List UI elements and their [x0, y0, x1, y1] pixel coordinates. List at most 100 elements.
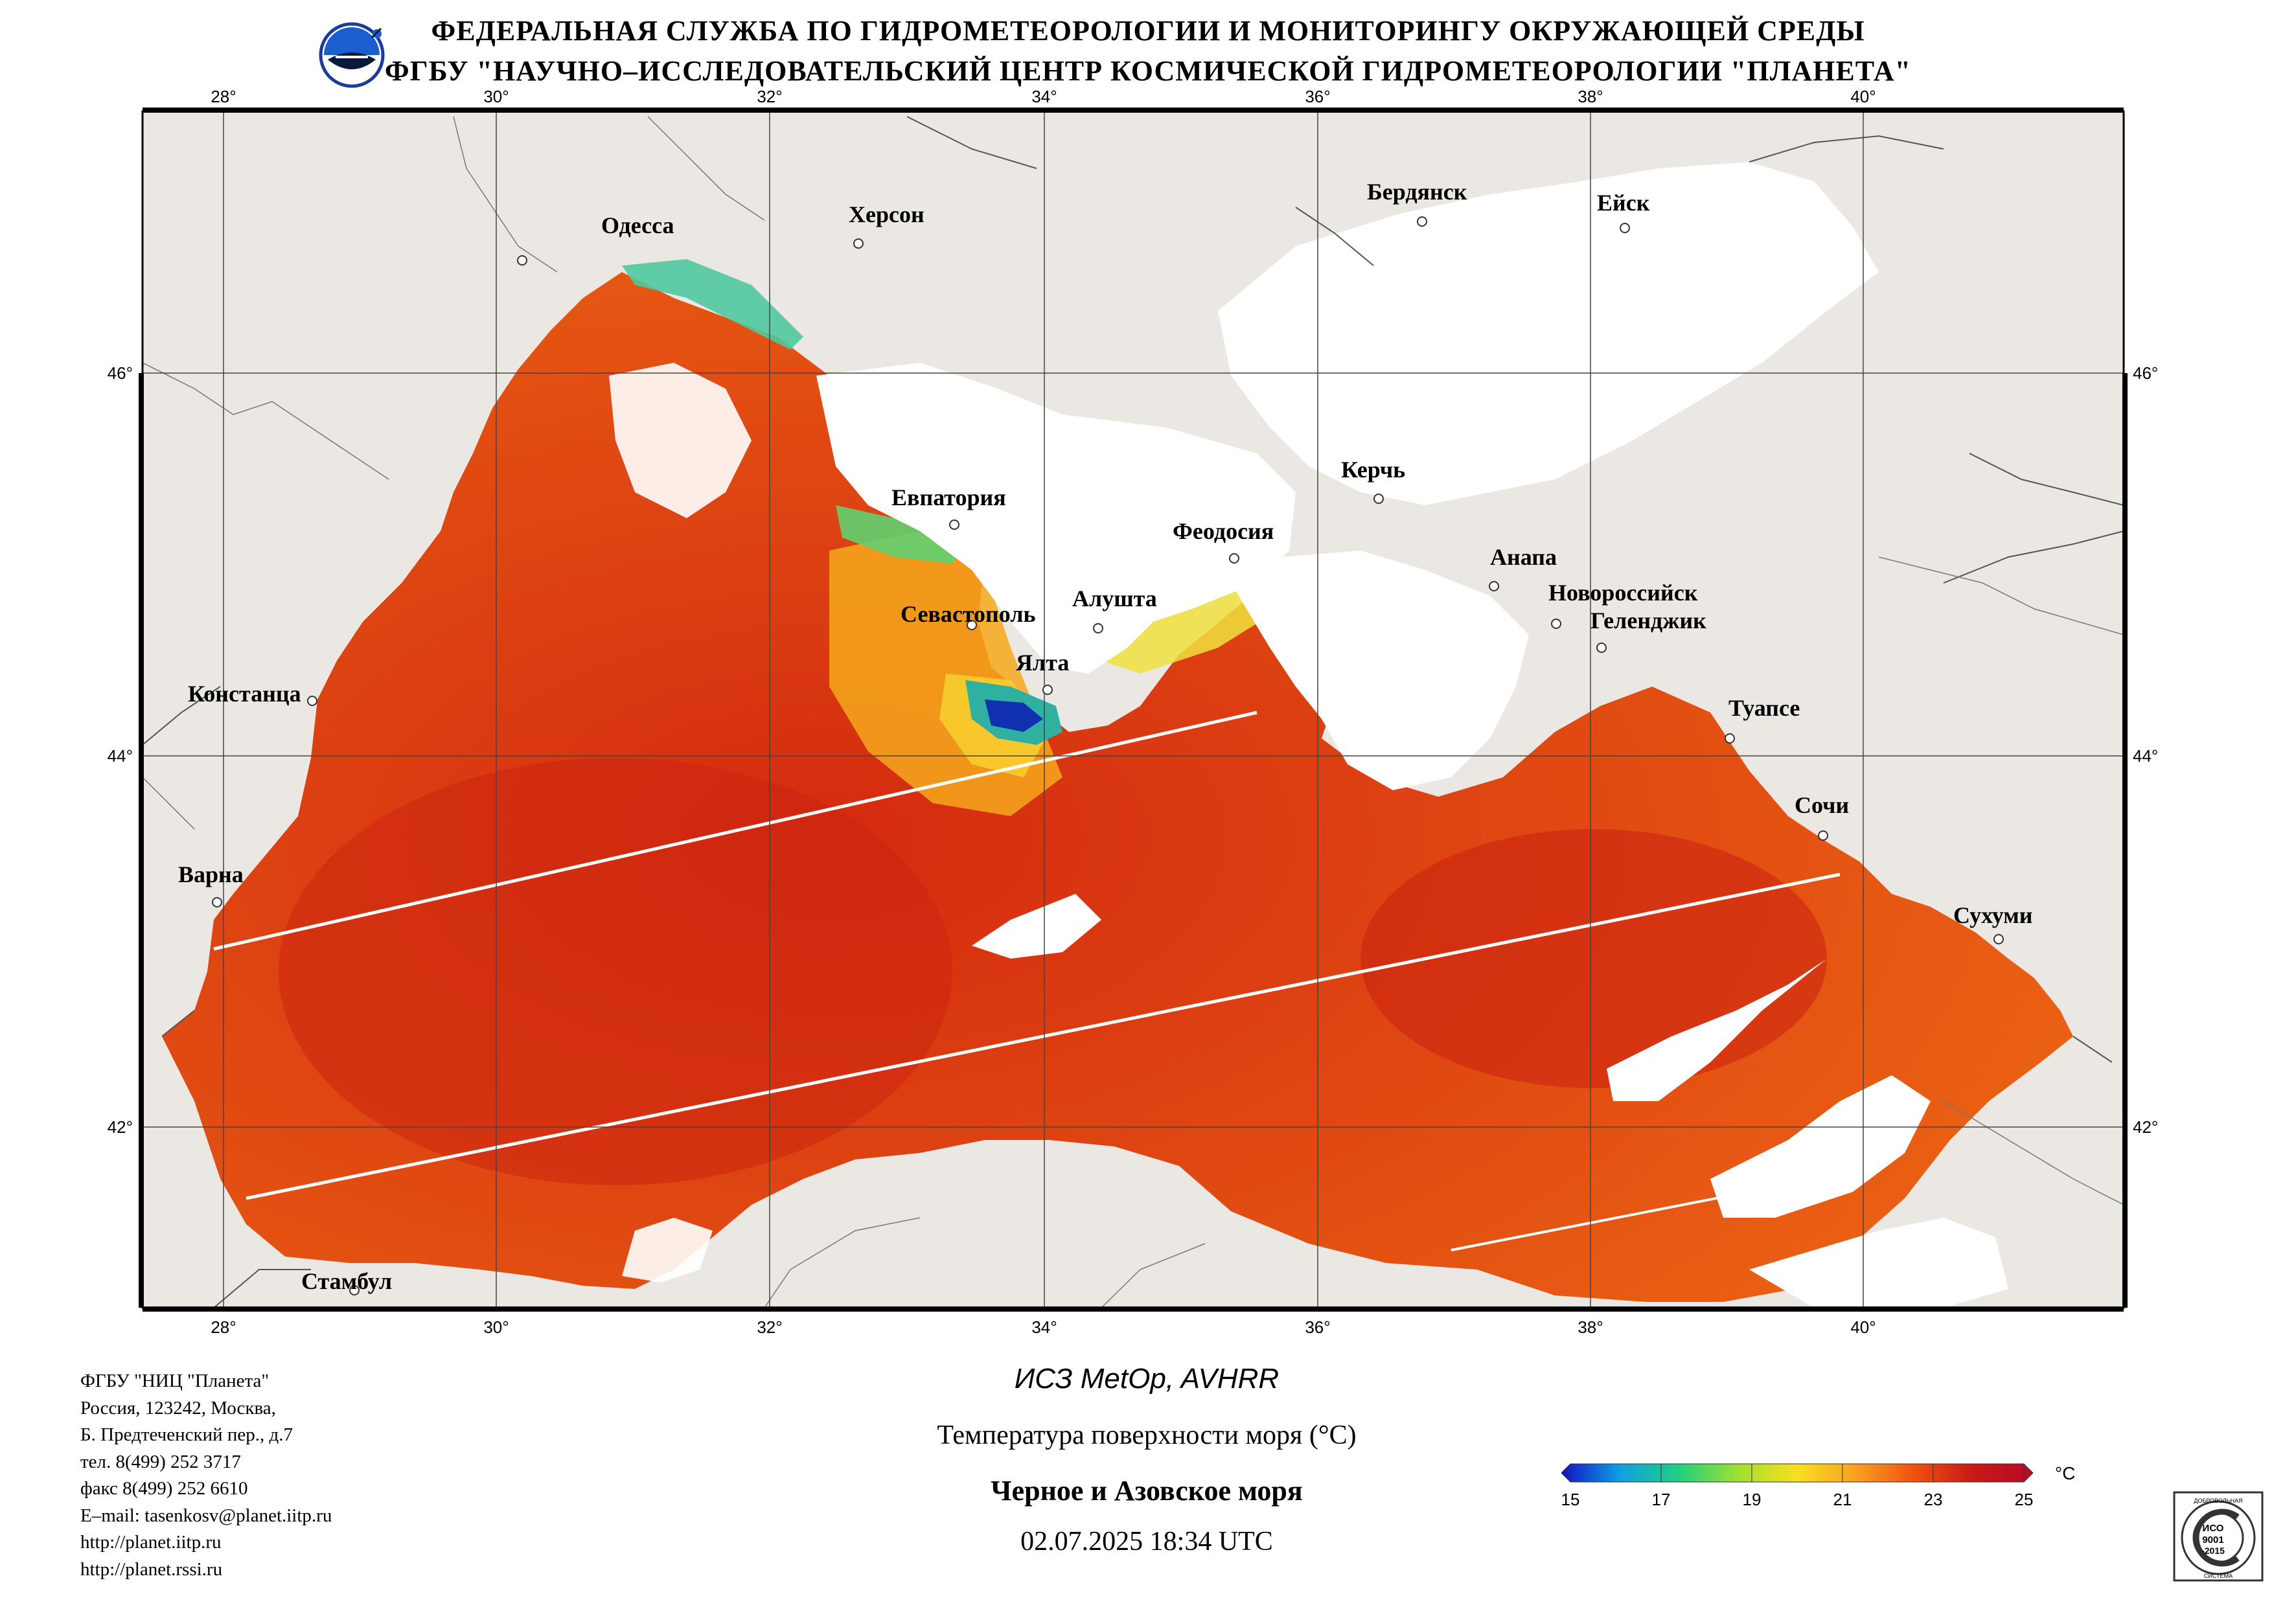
- city-marker: [307, 696, 317, 706]
- lon-label-bottom: 38°: [1578, 1317, 1603, 1337]
- lon-label-top: 38°: [1578, 87, 1603, 106]
- city-label: Ялта: [1016, 650, 1069, 676]
- map-frame-thick-left: [139, 373, 144, 1308]
- lon-label-top: 36°: [1305, 87, 1330, 106]
- cloud-central: [972, 894, 1101, 959]
- city-label: Анапа: [1490, 544, 1557, 570]
- swath-line-2: [246, 872, 1841, 1200]
- swath-line-1: [213, 711, 1257, 951]
- cloud-crimea: [816, 363, 1296, 674]
- city-marker: [1551, 619, 1561, 629]
- azov-cloud-mask: [1218, 162, 1879, 505]
- colorbar-unit: °C: [2055, 1463, 2075, 1483]
- colorbar-tick-label: 21: [1833, 1490, 1852, 1509]
- lat-label-left: 44°: [108, 746, 133, 766]
- city-marker: [1620, 223, 1630, 233]
- city-marker: [949, 519, 959, 530]
- datetime-caption: 02.07.2025 18:34 UTC: [1020, 1527, 1273, 1556]
- graticule: [143, 111, 2124, 1308]
- org-line: тел. 8(499) 252 3717: [80, 1451, 241, 1472]
- city-label: Севастополь: [901, 601, 1036, 627]
- cloud-south-turkey: [622, 1218, 713, 1282]
- city-label: Феодосия: [1173, 518, 1274, 544]
- city-marker: [1993, 934, 2004, 944]
- header-title-line1: ФЕДЕРАЛЬНАЯ СЛУЖБА ПО ГИДРОМЕТЕОРОЛОГИИ …: [431, 15, 1865, 47]
- colorbar-tick-label: 25: [2015, 1490, 2034, 1509]
- city-marker: [1596, 643, 1607, 653]
- city-marker: [517, 255, 527, 266]
- border-lines: [143, 116, 2124, 1308]
- city-marker: [1093, 623, 1103, 633]
- city-label: Стамбул: [301, 1268, 392, 1294]
- map-frame-thick-right: [2122, 373, 2128, 1308]
- coast-cool-south-crimea: [1101, 583, 1270, 674]
- city-label: Херсон: [849, 201, 924, 227]
- org-line: http://planet.rssi.ru: [80, 1558, 223, 1580]
- city-marker: [349, 1285, 360, 1295]
- satellite-caption: ИСЗ MetOp, AVHRR: [1014, 1363, 1280, 1395]
- city-marker: [1818, 830, 1828, 841]
- colorbar-tick-label: 23: [1924, 1490, 1943, 1509]
- city-label: Туапсе: [1728, 695, 1800, 721]
- org-line: E–mail: tasenkosv@planet.iitp.ru: [80, 1505, 332, 1526]
- org-line: Россия, 123242, Москва,: [80, 1397, 276, 1419]
- colorbar-tick-label: 19: [1743, 1490, 1762, 1509]
- planeta-logo-icon: [319, 22, 385, 88]
- org-line: Б. Предтеченский пер., д.7: [80, 1424, 293, 1445]
- org-line: http://planet.iitp.ru: [80, 1532, 222, 1553]
- city-label: Бердянск: [1367, 179, 1467, 205]
- cloud-east-1: [1607, 959, 1827, 1101]
- organization-contacts: ФГБУ "НИЦ "Планета" Россия, 123242, Москв…: [80, 1368, 332, 1583]
- cert-bottom-text: СИСТЕМА: [2204, 1573, 2233, 1579]
- temperature-colorbar: 15 17 19 21 23 25 °C: [1561, 1463, 2075, 1509]
- city-marker: [1725, 733, 1735, 744]
- city-label: Евпатория: [891, 484, 1006, 510]
- lon-label-bottom: 30°: [483, 1317, 509, 1337]
- city-label: Констанца: [188, 681, 301, 707]
- colorbar-body: [1561, 1463, 2034, 1483]
- cloud-nw-shelf: [609, 363, 752, 518]
- cloud-southeast: [1749, 1218, 2008, 1308]
- city-label: Новороссийск: [1548, 580, 1698, 606]
- warm-core: [279, 758, 952, 1185]
- city-label: Геленджик: [1590, 608, 1706, 633]
- lon-label-bottom: 34°: [1031, 1317, 1057, 1337]
- map-frame-thick-top: [143, 108, 2124, 113]
- iso-certificate-icon: ДОБРОВОЛЬНАЯ ИСО 9001 -2015 СИСТЕМА: [2173, 1491, 2264, 1582]
- region-caption: Черное и Азовское моря: [991, 1475, 1303, 1507]
- lat-label-left: 46°: [108, 363, 133, 383]
- lon-label-bottom: 28°: [211, 1317, 236, 1337]
- city-marker: [853, 238, 864, 249]
- map-frame-thick-bottom: [143, 1306, 2124, 1312]
- cloud-kerch: [1231, 551, 1529, 790]
- city-label: Алушта: [1072, 586, 1157, 611]
- lon-label-top: 40°: [1850, 87, 1876, 106]
- parameter-caption: Температура поверхности моря (°С): [937, 1420, 1357, 1450]
- org-line: ФГБУ "НИЦ "Планета": [80, 1371, 270, 1391]
- city-marker: [1229, 553, 1239, 564]
- upwelling-blue: [985, 700, 1043, 732]
- lon-label-bottom: 32°: [757, 1317, 782, 1337]
- city-marker: [212, 897, 222, 907]
- colorbar-tick-label: 15: [1561, 1490, 1579, 1509]
- lon-label-bottom: 40°: [1850, 1317, 1876, 1337]
- city-label: Сухуми: [1953, 902, 2033, 928]
- city-label: Ейск: [1597, 190, 1650, 216]
- city-marker: [1042, 685, 1053, 695]
- lat-label-right: 46°: [2133, 363, 2158, 383]
- city-marker: [1489, 581, 1499, 591]
- coast-cool-west-crimea: [836, 505, 965, 564]
- city-label: Одесса: [601, 212, 674, 238]
- city-label: Варна: [178, 861, 244, 887]
- header-title-line2: ФГБУ "НАУЧНО–ИССЛЕДОВАТЕЛЬСКИЙ ЦЕНТР КОС…: [384, 55, 1912, 87]
- city-marker: [1373, 494, 1384, 504]
- lat-label-right: 42°: [2133, 1117, 2158, 1137]
- lon-label-top: 28°: [211, 87, 236, 106]
- cert-line1: ИСО: [2203, 1523, 2224, 1534]
- lat-label-left: 42°: [108, 1117, 133, 1137]
- cert-line2: 9001: [2202, 1534, 2223, 1545]
- org-line: факс 8(499) 252 6610: [80, 1478, 248, 1499]
- coastline: [143, 116, 2124, 1308]
- city-marker: [1417, 216, 1427, 227]
